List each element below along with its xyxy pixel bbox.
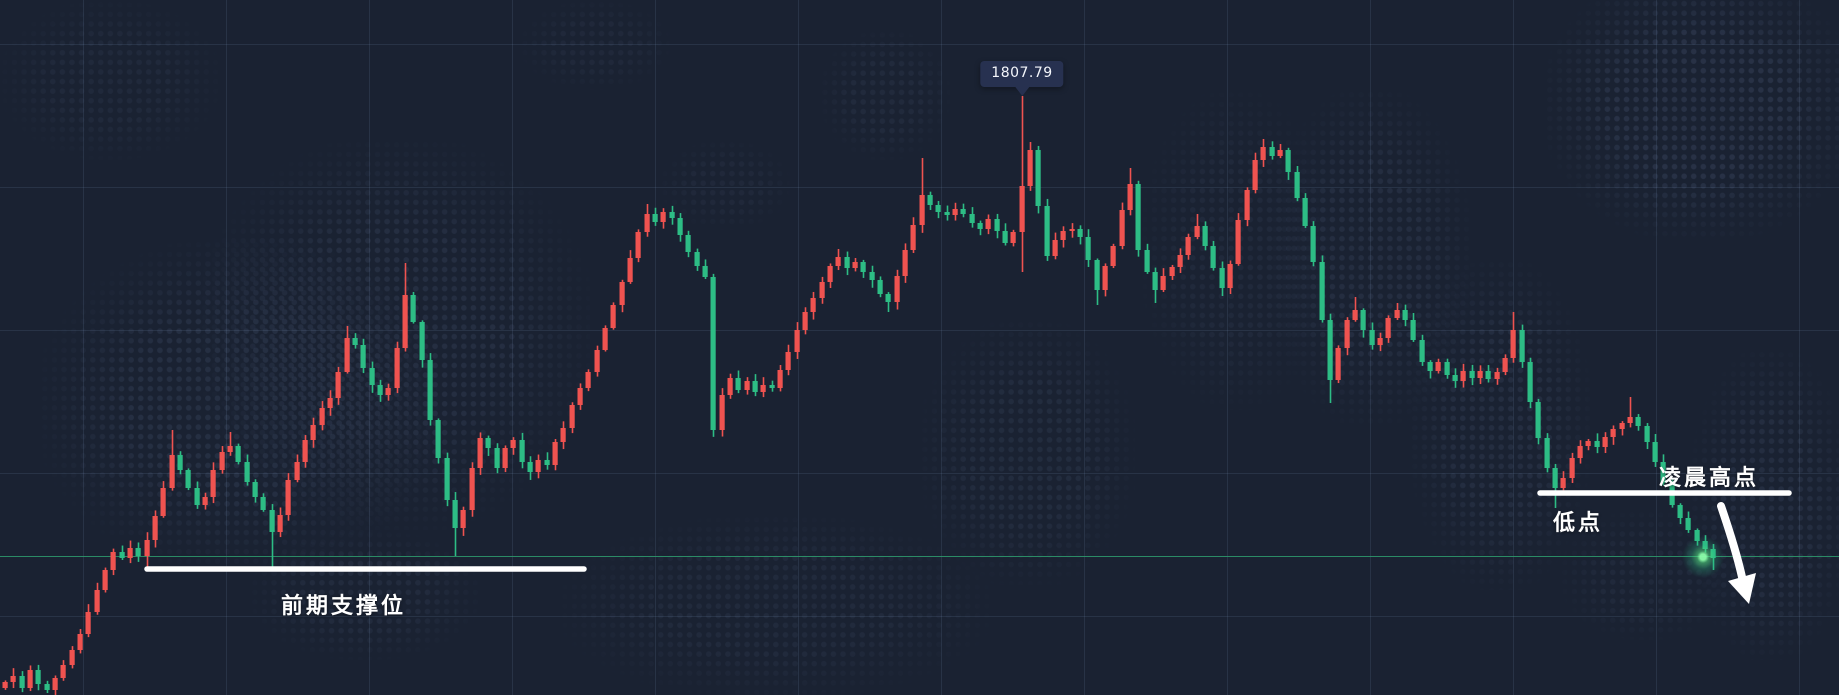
support-level-label[interactable]: 前期支撑位: [281, 593, 407, 619]
price-high-tooltip: 1807.79: [980, 61, 1064, 96]
low-point-label[interactable]: 低点: [1553, 510, 1604, 536]
price-high-value: 1807.79: [991, 65, 1053, 81]
overnight-high-label[interactable]: 凌晨高点: [1659, 465, 1760, 491]
